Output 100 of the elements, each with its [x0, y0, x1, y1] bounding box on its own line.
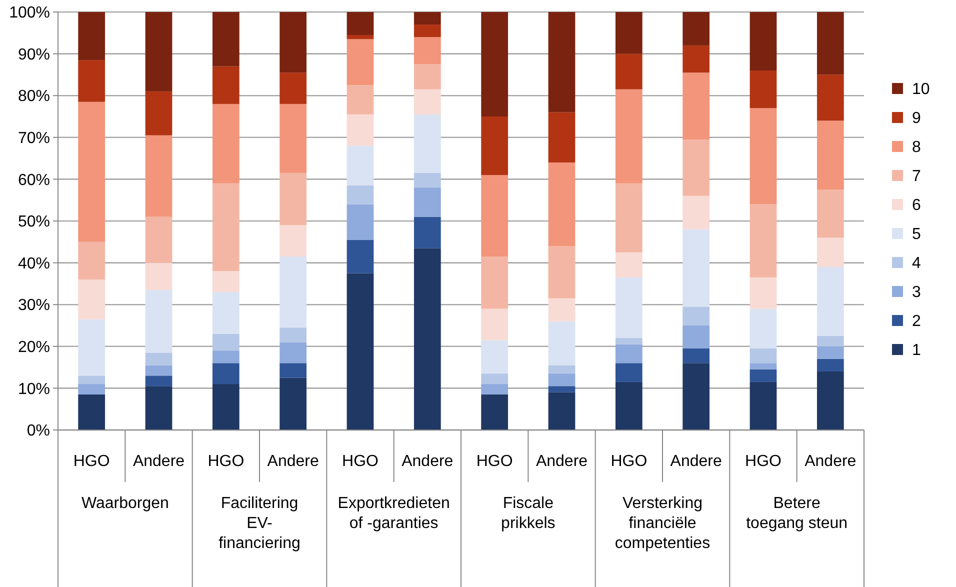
bar	[414, 12, 441, 25]
bar	[615, 382, 642, 430]
bar	[280, 104, 307, 173]
bar	[481, 256, 508, 309]
bar	[615, 344, 642, 364]
bar	[481, 384, 508, 394]
bar	[280, 12, 307, 73]
bar	[145, 352, 172, 366]
y-tick-label: 40%	[18, 255, 50, 272]
bar	[145, 262, 172, 290]
x-tick-label: Andere	[670, 453, 722, 470]
bar	[212, 363, 240, 384]
bar	[78, 384, 106, 394]
bar	[481, 116, 508, 176]
bar	[280, 225, 307, 257]
bar	[750, 382, 777, 430]
bar	[816, 120, 844, 190]
bar	[548, 392, 576, 430]
legend-label: 5	[912, 226, 921, 244]
bar	[145, 376, 172, 386]
bar	[682, 12, 710, 46]
legend-label: 7	[912, 168, 921, 186]
bar	[78, 376, 106, 384]
x-tick-label: Andere	[132, 453, 185, 470]
bar	[346, 146, 374, 186]
y-tick-label: 30%	[18, 297, 50, 314]
bar	[414, 216, 441, 248]
legend-label: 1	[912, 342, 921, 360]
bar	[750, 369, 777, 382]
bar	[481, 340, 508, 374]
bar	[816, 12, 844, 75]
bar	[212, 350, 240, 364]
bar	[816, 371, 844, 430]
bar	[145, 365, 172, 376]
bar	[615, 12, 642, 54]
bar	[750, 363, 777, 370]
bar	[145, 216, 172, 263]
x-tick-label: HGO	[208, 453, 244, 470]
text: Exportkredieten of -garanties	[338, 495, 450, 532]
bar	[346, 204, 374, 240]
bar	[145, 386, 172, 430]
x-tick-label: HGO	[476, 453, 513, 470]
x-tick-label: HGO	[745, 453, 782, 470]
bar	[481, 308, 508, 340]
legend-label: 2	[912, 313, 921, 330]
bar	[414, 24, 441, 38]
bar	[145, 91, 172, 136]
bar	[548, 374, 576, 386]
bar	[346, 85, 374, 114]
bar	[212, 292, 240, 334]
x-tick-label: Andere	[804, 453, 856, 470]
legend-label: 8	[912, 139, 921, 156]
bar	[78, 319, 106, 376]
bar	[750, 348, 777, 364]
bar	[816, 358, 844, 372]
bar	[414, 248, 441, 430]
bar	[682, 196, 710, 230]
bar	[816, 74, 844, 121]
legend-label: 4	[912, 255, 921, 272]
bar	[212, 384, 240, 430]
bar	[548, 298, 576, 322]
bar	[615, 252, 642, 278]
bar	[145, 12, 172, 92]
bar	[346, 240, 374, 274]
bar	[615, 363, 642, 382]
bar	[682, 45, 710, 73]
bar	[816, 190, 844, 238]
text: Versterking financiële competenties	[614, 495, 710, 552]
bar	[78, 102, 106, 242]
x-tick-label: Andere	[267, 453, 319, 470]
bar	[346, 34, 374, 40]
y-tick-label: 0%	[26, 422, 50, 440]
bar	[682, 348, 710, 364]
bar	[346, 12, 374, 35]
bar	[481, 175, 508, 257]
y-tick-label: 60%	[18, 172, 50, 189]
bar	[615, 89, 642, 184]
legend-label: 10	[912, 81, 930, 98]
bar	[212, 334, 240, 351]
bar	[280, 342, 307, 364]
bar	[414, 37, 441, 64]
bar	[212, 183, 240, 272]
bar	[78, 280, 106, 320]
bar	[78, 394, 106, 430]
text: Fiscale prikkels	[501, 495, 556, 532]
legend-label: 6	[912, 197, 921, 214]
bar	[548, 365, 576, 374]
bar	[346, 273, 374, 430]
bar	[682, 72, 710, 140]
bar	[816, 336, 844, 346]
bar	[280, 363, 307, 378]
bar	[682, 326, 710, 348]
bar	[548, 162, 576, 246]
y-tick-label: 20%	[18, 339, 50, 356]
bar	[682, 139, 710, 196]
bar	[414, 188, 441, 217]
bar	[816, 266, 844, 336]
y-tick-label: 70%	[18, 130, 50, 147]
bar	[346, 185, 374, 204]
bar	[816, 346, 844, 359]
